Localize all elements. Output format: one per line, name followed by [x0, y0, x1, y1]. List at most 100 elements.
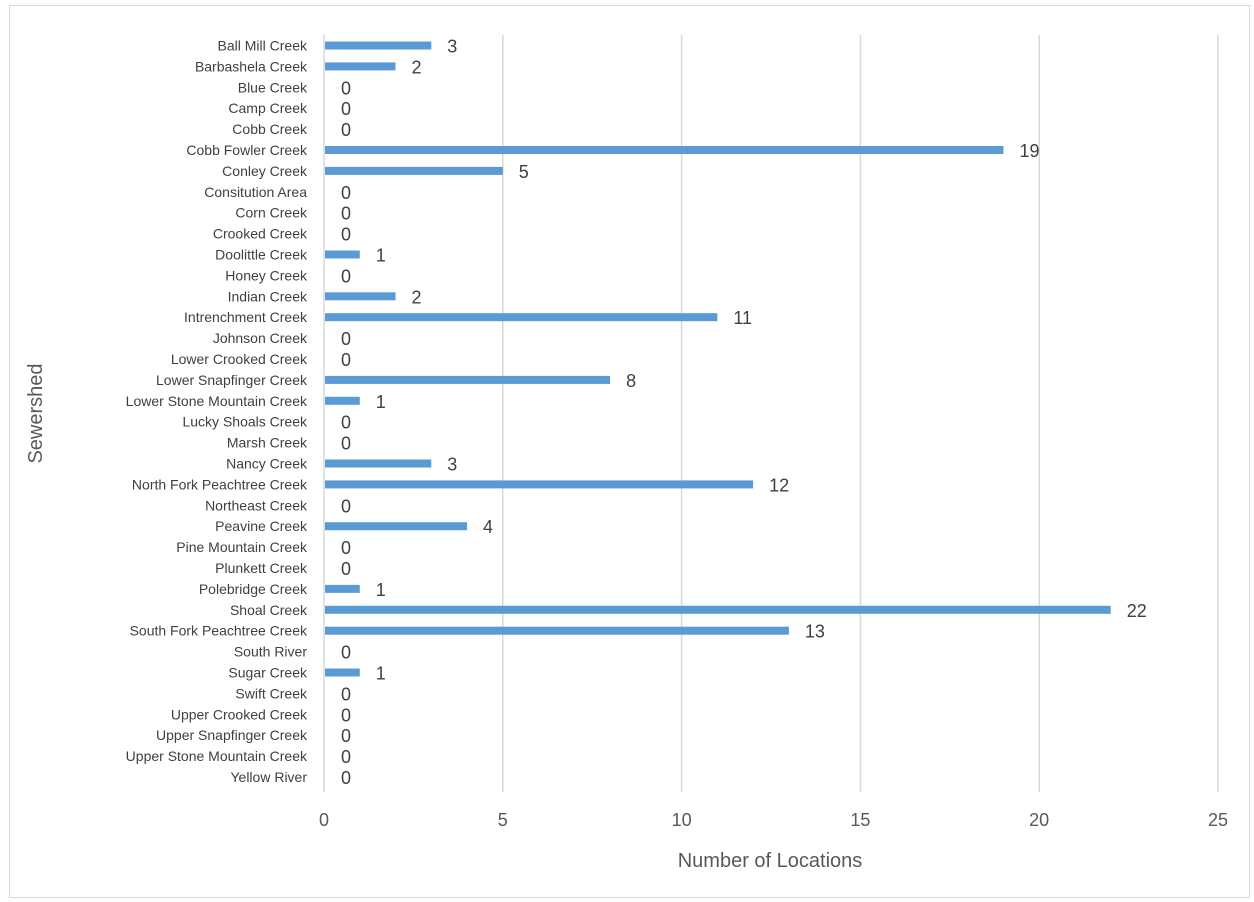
category-label: Cobb Creek — [232, 121, 308, 137]
data-label: 3 — [447, 455, 457, 475]
category-label: Marsh Creek — [227, 435, 308, 451]
category-label: Consitution Area — [204, 184, 307, 200]
bar — [325, 626, 789, 635]
data-label: 1 — [376, 392, 386, 412]
bar — [325, 396, 360, 405]
category-label: Camp Creek — [228, 100, 308, 116]
category-label: Honey Creek — [225, 267, 308, 283]
category-label: Blue Creek — [238, 79, 308, 95]
data-label: 8 — [626, 371, 636, 391]
x-axis-title: Number of Locations — [678, 850, 863, 872]
data-label: 0 — [341, 705, 351, 725]
category-label: Doolittle Creek — [215, 247, 308, 263]
category-label: Cobb Fowler Creek — [186, 142, 308, 158]
data-label: 2 — [412, 287, 422, 307]
data-label: 0 — [341, 643, 351, 663]
category-label: South River — [234, 644, 307, 660]
category-label: Pine Mountain Creek — [176, 539, 308, 555]
bars — [325, 41, 1111, 677]
bar — [325, 480, 754, 489]
data-label: 0 — [341, 496, 351, 516]
data-label: 11 — [733, 308, 752, 328]
data-label: 0 — [341, 99, 351, 119]
category-label: Johnson Creek — [213, 330, 308, 346]
category-label: Indian Creek — [228, 288, 308, 304]
bar — [325, 166, 503, 175]
data-label: 0 — [341, 413, 351, 433]
bar — [325, 146, 1004, 154]
category-label: Upper Snapfinger Creek — [156, 727, 308, 743]
bar — [325, 41, 432, 50]
data-label: 0 — [341, 183, 351, 203]
x-tick-label: 10 — [672, 810, 692, 830]
category-label: Intrenchment Creek — [184, 309, 308, 325]
category-label: Polebridge Creek — [199, 581, 308, 597]
x-tick-label: 15 — [850, 810, 870, 830]
data-label: 0 — [341, 78, 351, 98]
data-label: 0 — [341, 225, 351, 245]
data-label: 1 — [376, 580, 386, 600]
data-label: 0 — [341, 120, 351, 140]
category-label: Corn Creek — [235, 205, 308, 221]
y-axis-title: Sewershed — [25, 363, 47, 463]
data-label: 3 — [447, 37, 457, 57]
data-label: 1 — [376, 246, 386, 266]
data-label: 4 — [483, 517, 493, 537]
x-tick-label: 0 — [319, 810, 329, 830]
category-label: Lucky Shoals Creek — [182, 414, 308, 430]
category-label: Nancy Creek — [226, 456, 308, 472]
category-label: Lower Crooked Creek — [171, 351, 308, 367]
category-label: Yellow River — [230, 769, 307, 785]
category-label: Peavine Creek — [215, 518, 308, 534]
category-label: South Fork Peachtree Creek — [130, 623, 308, 639]
data-label: 0 — [341, 768, 351, 788]
category-label: Barbashela Creek — [195, 58, 308, 74]
bar — [325, 313, 718, 322]
bar — [325, 62, 396, 71]
category-label: Lower Snapfinger Creek — [156, 372, 308, 388]
category-labels: Ball Mill Creek Barbashela Creek Blue Cree… — [126, 38, 308, 786]
data-label: 0 — [341, 266, 351, 286]
data-label: 0 — [341, 747, 351, 767]
category-label: Plunkett Creek — [215, 560, 308, 576]
gridlines — [323, 35, 1219, 792]
bar — [325, 522, 468, 531]
data-label: 0 — [341, 350, 351, 370]
category-label: Ball Mill Creek — [218, 38, 308, 54]
data-label: 0 — [341, 726, 351, 746]
data-label: 1 — [376, 664, 386, 684]
data-label: 0 — [341, 204, 351, 224]
bar — [325, 250, 360, 259]
category-label: Lower Stone Mountain Creek — [126, 393, 308, 409]
data-label: 5 — [519, 162, 529, 182]
category-label: Upper Crooked Creek — [171, 706, 308, 722]
category-label: Swift Creek — [235, 685, 308, 701]
data-label: 0 — [341, 684, 351, 704]
x-tick-label: 5 — [498, 810, 508, 830]
category-label: North Fork Peachtree Creek — [132, 476, 308, 492]
data-label: 22 — [1127, 601, 1147, 621]
data-label: 2 — [412, 57, 422, 77]
bar — [325, 605, 1111, 614]
data-label: 0 — [341, 329, 351, 349]
category-label: Sugar Creek — [228, 665, 308, 681]
data-label: 0 — [341, 559, 351, 579]
category-label: Shoal Creek — [230, 602, 308, 618]
bar — [325, 375, 611, 384]
data-label: 13 — [805, 622, 825, 642]
data-label: 0 — [341, 434, 351, 454]
category-label: Northeast Creek — [205, 497, 308, 513]
category-label: Crooked Creek — [213, 226, 308, 242]
data-label: 19 — [1019, 141, 1039, 161]
x-tick-labels: 0 5 10 15 20 25 — [319, 810, 1228, 830]
bar — [325, 668, 360, 677]
x-tick-label: 25 — [1208, 810, 1228, 830]
bar — [325, 459, 432, 468]
bar — [325, 584, 360, 593]
category-label: Conley Creek — [222, 163, 308, 179]
bar — [325, 292, 396, 301]
category-label: Upper Stone Mountain Creek — [126, 748, 308, 764]
x-tick-label: 20 — [1029, 810, 1049, 830]
data-label: 0 — [341, 538, 351, 558]
